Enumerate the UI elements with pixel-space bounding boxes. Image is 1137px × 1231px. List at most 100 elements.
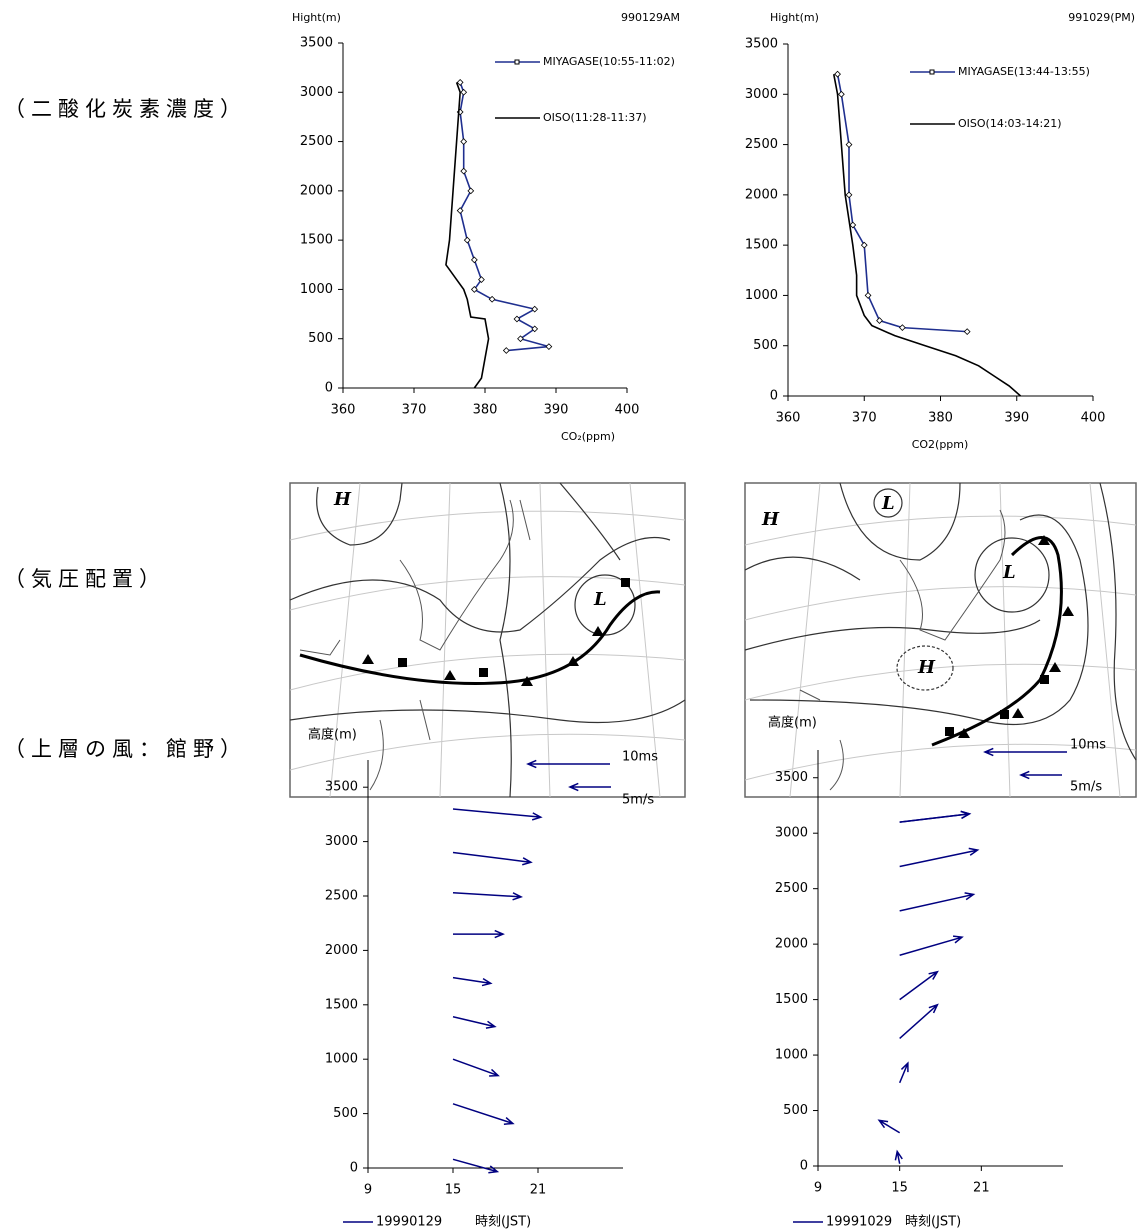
y-axis-label: Hight(m) [770, 11, 819, 24]
wind-arrow [899, 892, 976, 912]
x-tick-label: 390 [544, 403, 569, 418]
y-tick-label: 1000 [300, 282, 333, 297]
x-axis-label: 時刻(JST) [905, 1215, 961, 1230]
profile-line [459, 82, 550, 352]
y-tick-label: 1000 [745, 288, 778, 303]
marker [849, 221, 857, 229]
reference-label: 10ms [1070, 738, 1106, 753]
chart-title: 990129AM [621, 11, 680, 24]
wind-arrow [983, 747, 1067, 757]
y-tick-label: 2000 [775, 937, 808, 952]
marker [837, 90, 845, 98]
marker [470, 286, 478, 293]
marker [834, 70, 841, 78]
y-tick-label: 2500 [775, 881, 808, 896]
marker [517, 335, 524, 343]
profile-line [836, 74, 968, 333]
x-tick-label: 21 [530, 1183, 547, 1198]
reference-label: 10ms [622, 750, 658, 765]
x-tick-label: 380 [473, 403, 498, 418]
reference-label: 5m/s [622, 793, 654, 808]
y-tick-label: 0 [770, 389, 778, 404]
x-tick-label: 9 [814, 1181, 822, 1196]
marker [460, 167, 468, 175]
y-tick-label: 2000 [300, 183, 333, 198]
wind-arrow [899, 810, 972, 823]
y-axis-label: Hight(m) [292, 11, 341, 24]
map-label: H [333, 489, 352, 510]
wind-arrow [1019, 770, 1062, 780]
map-label: H [761, 509, 780, 530]
wind-arrow [899, 935, 964, 956]
chart-title: 991029(PM) [1068, 11, 1135, 24]
wind-arrow [568, 782, 611, 792]
profile-line [832, 74, 1022, 397]
wind-arrow [899, 847, 980, 868]
wind-arrow [452, 891, 523, 901]
x-tick-label: 21 [973, 1181, 990, 1196]
wind-arrow [899, 970, 939, 1001]
wind-arrow [899, 1003, 939, 1039]
marker [963, 328, 971, 336]
legend-label: OISO(11:28-11:37) [543, 111, 647, 124]
y-tick-label: 3000 [745, 87, 778, 102]
x-tick-label: 370 [852, 411, 877, 426]
legend-label: MIYAGASE(13:44-13:55) [958, 65, 1090, 78]
y-tick-label: 2000 [325, 943, 358, 958]
x-axis-label: CO2(ppm) [912, 438, 969, 451]
weather-map: H L [289, 482, 686, 798]
reference-label: 5m/s [1070, 780, 1102, 795]
y-tick-label: 500 [333, 1106, 358, 1121]
marker [845, 191, 853, 199]
map-label: H [917, 657, 936, 678]
row-label: （気圧配置） [4, 567, 166, 591]
marker [860, 241, 868, 249]
marker [456, 207, 464, 214]
wind-arrow [526, 759, 610, 769]
marker [463, 236, 471, 244]
x-tick-label: 380 [928, 411, 953, 426]
map-label: L [881, 493, 895, 514]
y-tick-label: 500 [783, 1103, 808, 1118]
map-label: L [593, 589, 607, 610]
wind-arrow [452, 808, 543, 821]
marker [460, 138, 468, 145]
wind-arrow [452, 1058, 500, 1077]
wind-arrow [898, 1061, 909, 1084]
marker [478, 276, 485, 283]
y-tick-label: 3500 [775, 770, 808, 785]
marker [876, 317, 883, 324]
y-tick-label: 2500 [300, 134, 333, 149]
profile-line [445, 82, 490, 389]
legend-label: 19990129 [376, 1215, 442, 1230]
wind-arrow [452, 851, 533, 866]
marker [467, 187, 475, 195]
legend-label: MIYAGASE(10:55-11:02) [543, 55, 675, 68]
wind-arrow [452, 1103, 515, 1125]
y-tick-label: 1500 [325, 997, 358, 1012]
legend-marker [929, 69, 935, 75]
wind-arrow [453, 929, 505, 939]
y-tick-label: 3000 [775, 826, 808, 841]
wind-arrow [452, 976, 493, 987]
y-tick-label: 2000 [745, 187, 778, 202]
marker [531, 325, 539, 333]
y-tick-label: 500 [308, 331, 333, 346]
marker [460, 88, 468, 96]
y-tick-label: 500 [753, 338, 778, 353]
marker [864, 292, 872, 299]
y-tick-label: 2500 [745, 137, 778, 152]
x-tick-label: 360 [331, 403, 356, 418]
x-tick-label: 390 [1004, 411, 1029, 426]
x-tick-label: 400 [1081, 411, 1106, 426]
legend-label: OISO(14:03-14:21) [958, 117, 1062, 130]
row-label: （二酸化炭素濃度） [4, 97, 247, 121]
marker [513, 315, 521, 323]
weather-map: H L L H [744, 482, 1137, 798]
x-axis-label: CO₂(ppm) [561, 430, 615, 443]
y-tick-label: 3500 [300, 36, 333, 51]
marker [488, 295, 496, 303]
x-tick-label: 400 [615, 403, 640, 418]
